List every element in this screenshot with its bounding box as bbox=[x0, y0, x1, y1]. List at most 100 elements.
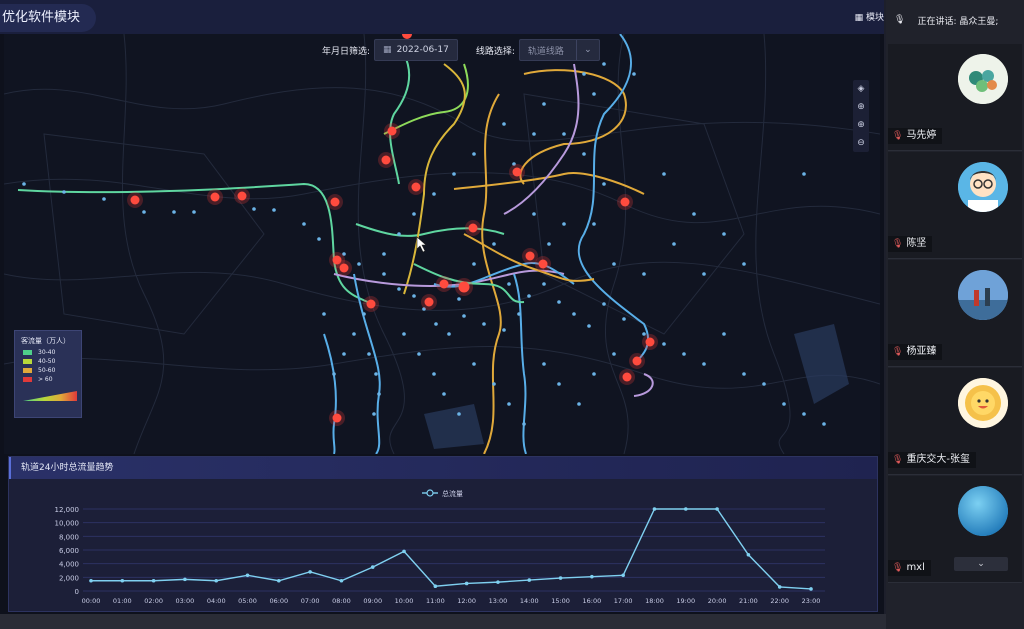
data-point bbox=[464, 581, 469, 586]
date-filter-label: 年月日筛选: bbox=[322, 46, 371, 57]
data-point bbox=[339, 578, 344, 583]
locate-icon[interactable]: ⊕ bbox=[857, 102, 865, 112]
data-point bbox=[214, 578, 219, 583]
data-point bbox=[308, 570, 312, 574]
app-title: 优化软件模块 bbox=[0, 4, 97, 32]
participant-tile[interactable]: 🎙 mxl bbox=[888, 476, 1022, 583]
participant-tile[interactable]: 🎙 陈坚 bbox=[888, 152, 1022, 259]
trend-panel: 轨道24小时总流量趋势 0 2,000 4,000 6,000 8,000 10,000 1… bbox=[8, 456, 878, 612]
module-button[interactable]: ▦ 模块 bbox=[855, 10, 884, 23]
legend-swatch bbox=[23, 368, 32, 373]
participant-tile[interactable]: 🎙 重庆交大-张玺 bbox=[888, 368, 1022, 475]
zoom-in-icon[interactable]: ⊕ bbox=[857, 120, 865, 130]
x-tick-label: 06:00 bbox=[269, 597, 288, 605]
data-point bbox=[151, 578, 156, 583]
flow-legend: 客流量（万人） 30-40 40-50 50-60 > 60 bbox=[14, 330, 82, 418]
participant-name: 🎙 mxl bbox=[888, 560, 931, 576]
x-tick-label: 10:00 bbox=[395, 597, 414, 605]
x-tick-label: 05:00 bbox=[238, 597, 257, 605]
speaking-indicator: 🎙 正在讲话: 晶众王曼; bbox=[886, 0, 1024, 40]
participant-name-text: mxl bbox=[906, 562, 925, 573]
speaking-label: 正在讲话: 晶众王曼; bbox=[917, 16, 999, 27]
avatar bbox=[958, 162, 1008, 212]
avatar bbox=[958, 54, 1008, 104]
legend-swatch bbox=[23, 377, 32, 382]
participant-name-text: 重庆交大-张玺 bbox=[906, 454, 971, 465]
data-point bbox=[558, 576, 563, 580]
x-tick-label: 11:00 bbox=[426, 597, 445, 605]
data-point bbox=[402, 549, 406, 554]
data-point bbox=[590, 574, 594, 579]
metro-map[interactable] bbox=[4, 34, 880, 454]
trend-panel-title: 轨道24小时总流量趋势 bbox=[9, 457, 877, 479]
top-bar: 优化软件模块 ▦ 模块 bbox=[0, 0, 884, 34]
x-tick-label: 08:00 bbox=[332, 597, 351, 605]
legend-label: 30-40 bbox=[38, 349, 56, 356]
layers-icon[interactable]: ◈ bbox=[857, 84, 865, 94]
y-tick-label: 12,000 bbox=[55, 506, 80, 514]
avatar bbox=[958, 270, 1008, 320]
meeting-sidebar: 🎙 正在讲话: 晶众王曼; ⌃ 🎙马先婷 🎙陈坚 🎙杨亚臻 🎙重庆交大-张玺 🎙… bbox=[886, 0, 1024, 629]
x-tick-label: 03:00 bbox=[176, 597, 195, 605]
legend-label: > 60 bbox=[38, 376, 53, 383]
data-point bbox=[89, 578, 93, 583]
data-point bbox=[370, 565, 375, 569]
scroll-down-button[interactable]: ⌄ bbox=[954, 557, 1008, 571]
x-tick-label: 17:00 bbox=[614, 597, 633, 605]
bottom-strip bbox=[0, 614, 886, 629]
x-tick-label: 13:00 bbox=[489, 597, 508, 605]
muted-mic-icon: 🎙 bbox=[892, 563, 904, 573]
x-tick-label: 16:00 bbox=[583, 597, 602, 605]
app-window: 优化软件模块 ▦ 模块 bbox=[0, 0, 884, 614]
line-filter-label: 线路选择: bbox=[475, 46, 515, 57]
x-tick-label: 20:00 bbox=[708, 597, 727, 605]
participant-tile[interactable]: 🎙 杨亚臻 bbox=[888, 260, 1022, 367]
data-point bbox=[433, 584, 438, 589]
x-tick-label: 14:00 bbox=[520, 597, 539, 605]
map-toolbar: ◈ ⊕ ⊕ ⊖ bbox=[853, 80, 869, 152]
data-point bbox=[809, 587, 813, 591]
y-tick-label: 2,000 bbox=[59, 574, 79, 582]
series-line bbox=[91, 508, 812, 590]
chevron-down-icon: ⌄ bbox=[977, 559, 985, 569]
legend-item: > 60 bbox=[23, 376, 81, 383]
date-picker[interactable]: ▦ 2022-06-17 bbox=[374, 39, 458, 61]
filter-bar: 年月日筛选: ▦ 2022-06-17 线路选择: 轨道线路 ⌄ bbox=[322, 39, 618, 61]
y-tick-label: 4,000 bbox=[59, 561, 79, 569]
legend-gradient bbox=[23, 391, 77, 401]
muted-mic-icon: 🎙 bbox=[892, 347, 904, 357]
y-tick-label: 8,000 bbox=[59, 533, 79, 541]
trend-chart[interactable]: 0 2,000 4,000 6,000 8,000 10,000 12,000 00:00 01… bbox=[9, 479, 877, 611]
participant-name: 🎙 杨亚臻 bbox=[888, 344, 943, 360]
x-tick-label: 07:00 bbox=[301, 597, 320, 605]
x-tick-label: 04:00 bbox=[207, 597, 226, 605]
legend-item: 50-60 bbox=[23, 367, 81, 374]
mouse-cursor-icon bbox=[416, 236, 427, 253]
participant-name: 🎙 陈坚 bbox=[888, 236, 933, 252]
x-tick-label: 18:00 bbox=[645, 597, 664, 605]
y-tick-label: 10,000 bbox=[55, 520, 80, 528]
module-button-label: 模块 bbox=[865, 13, 884, 23]
date-value: 2022-06-17 bbox=[396, 45, 449, 55]
data-point bbox=[496, 580, 500, 584]
x-tick-label: 00:00 bbox=[82, 597, 101, 605]
participant-name: 🎙 重庆交大-张玺 bbox=[888, 452, 977, 468]
data-point bbox=[527, 578, 532, 582]
participant-name-text: 马先婷 bbox=[906, 130, 937, 141]
x-tick-label: 02:00 bbox=[144, 597, 163, 605]
participant-tile[interactable]: 🎙 马先婷 bbox=[888, 44, 1022, 151]
calendar-icon: ▦ bbox=[383, 45, 392, 55]
data-point bbox=[746, 552, 751, 557]
x-tick-label: 21:00 bbox=[739, 597, 758, 605]
chevron-down-icon[interactable]: ⌄ bbox=[575, 40, 599, 60]
legend-item: 30-40 bbox=[23, 349, 81, 356]
data-point bbox=[683, 507, 688, 511]
line-select[interactable]: 轨道线路 ⌄ bbox=[518, 39, 600, 61]
legend-marker bbox=[426, 489, 434, 497]
data-point bbox=[245, 573, 250, 578]
zoom-out-icon[interactable]: ⊖ bbox=[857, 138, 865, 148]
muted-mic-icon: 🎙 bbox=[892, 131, 904, 141]
legend-item: 40-50 bbox=[23, 358, 81, 365]
legend-label: 50-60 bbox=[38, 367, 56, 374]
participant-name: 🎙 马先婷 bbox=[888, 128, 943, 144]
